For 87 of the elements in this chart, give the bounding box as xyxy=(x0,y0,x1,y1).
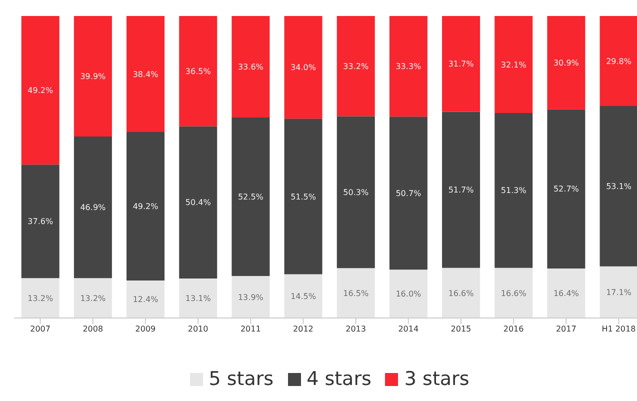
bar xyxy=(179,16,218,126)
bar xyxy=(600,106,637,266)
data-label: 31.7% xyxy=(448,60,474,69)
data-label: 33.6% xyxy=(238,62,264,72)
bar xyxy=(179,278,218,318)
x-tick-label: 2013 xyxy=(346,324,366,334)
x-tick-label: 2014 xyxy=(398,324,419,334)
data-label: 16.4% xyxy=(553,289,580,298)
bar xyxy=(547,109,586,268)
data-label: 30.9% xyxy=(553,58,580,68)
x-tick-label: 2011 xyxy=(240,324,261,334)
bar xyxy=(547,268,586,318)
legend-label: 5 stars xyxy=(208,368,274,390)
data-label: 13.1% xyxy=(185,294,212,304)
data-label: 17.1% xyxy=(606,288,632,298)
data-label: 46.9% xyxy=(80,203,106,212)
bar xyxy=(21,164,60,278)
data-label: 36.5% xyxy=(185,66,212,76)
x-tick-label: 2008 xyxy=(82,324,104,334)
data-label: 12.4% xyxy=(132,295,159,304)
x-tick-label: 2007 xyxy=(30,324,50,334)
bar xyxy=(442,16,480,112)
bar xyxy=(547,16,586,110)
data-label: 32.1% xyxy=(500,60,527,70)
data-label: 51.3% xyxy=(500,186,527,196)
x-tick-label: 2016 xyxy=(503,324,524,334)
data-label: 50.4% xyxy=(185,198,212,208)
bar xyxy=(126,16,165,132)
data-label: 29.8% xyxy=(606,56,632,66)
data-label: 38.4% xyxy=(132,70,159,79)
bar xyxy=(284,118,322,274)
data-label: 51.7% xyxy=(448,186,474,195)
data-label: 33.3% xyxy=(396,62,422,72)
data-label: 14.5% xyxy=(290,292,316,301)
x-tick-label: 2017 xyxy=(556,324,576,334)
bar xyxy=(389,270,428,318)
bar xyxy=(442,112,480,268)
x-tick-label: 2012 xyxy=(293,324,314,334)
data-label: 50.3% xyxy=(343,188,369,198)
bar xyxy=(232,117,270,276)
data-label: 13.9% xyxy=(238,292,264,302)
data-label: 51.5% xyxy=(290,192,316,202)
data-label: 52.5% xyxy=(238,192,264,202)
bar xyxy=(21,16,60,165)
bar xyxy=(284,274,322,318)
data-label: 49.2% xyxy=(132,202,159,212)
bar xyxy=(336,268,375,318)
bar xyxy=(336,16,375,116)
bar xyxy=(284,16,322,119)
legend-label: 4 stars xyxy=(306,368,372,390)
x-tick-label: H1 2018 xyxy=(602,324,636,334)
data-label: 34.0% xyxy=(290,63,316,72)
x-tick-label: 2009 xyxy=(135,324,156,334)
data-label: 53.1% xyxy=(606,182,632,192)
bar xyxy=(74,16,112,136)
bar xyxy=(389,116,428,270)
bar xyxy=(74,278,112,318)
bar xyxy=(179,126,218,278)
bar xyxy=(600,16,637,106)
data-label: 13.2% xyxy=(28,294,54,303)
bar xyxy=(232,16,270,118)
data-label: 37.6% xyxy=(28,217,54,226)
data-label: 33.2% xyxy=(343,62,369,71)
bar xyxy=(389,16,428,117)
data-label: 49.2% xyxy=(28,86,54,96)
bar xyxy=(442,268,480,318)
bar xyxy=(74,136,112,278)
x-tick-label: 2010 xyxy=(188,324,208,334)
bar xyxy=(494,268,533,318)
data-label: 50.7% xyxy=(396,188,422,198)
data-label: 16.6% xyxy=(448,288,474,298)
data-label: 13.2% xyxy=(80,294,106,303)
x-tick-label: 2015 xyxy=(450,324,472,334)
bar xyxy=(126,280,165,318)
data-label: 16.6% xyxy=(500,288,527,298)
data-label: 16.5% xyxy=(343,288,369,298)
bar xyxy=(21,278,60,318)
bar xyxy=(494,16,533,113)
bar xyxy=(232,276,270,318)
bar xyxy=(600,266,637,318)
data-label: 39.9% xyxy=(80,72,106,82)
bar xyxy=(126,132,165,281)
data-label: 16.0% xyxy=(396,290,422,299)
data-label: 52.7% xyxy=(553,184,580,194)
bar xyxy=(336,116,375,268)
bar xyxy=(494,112,533,268)
legend-label: 3 stars xyxy=(403,368,470,390)
